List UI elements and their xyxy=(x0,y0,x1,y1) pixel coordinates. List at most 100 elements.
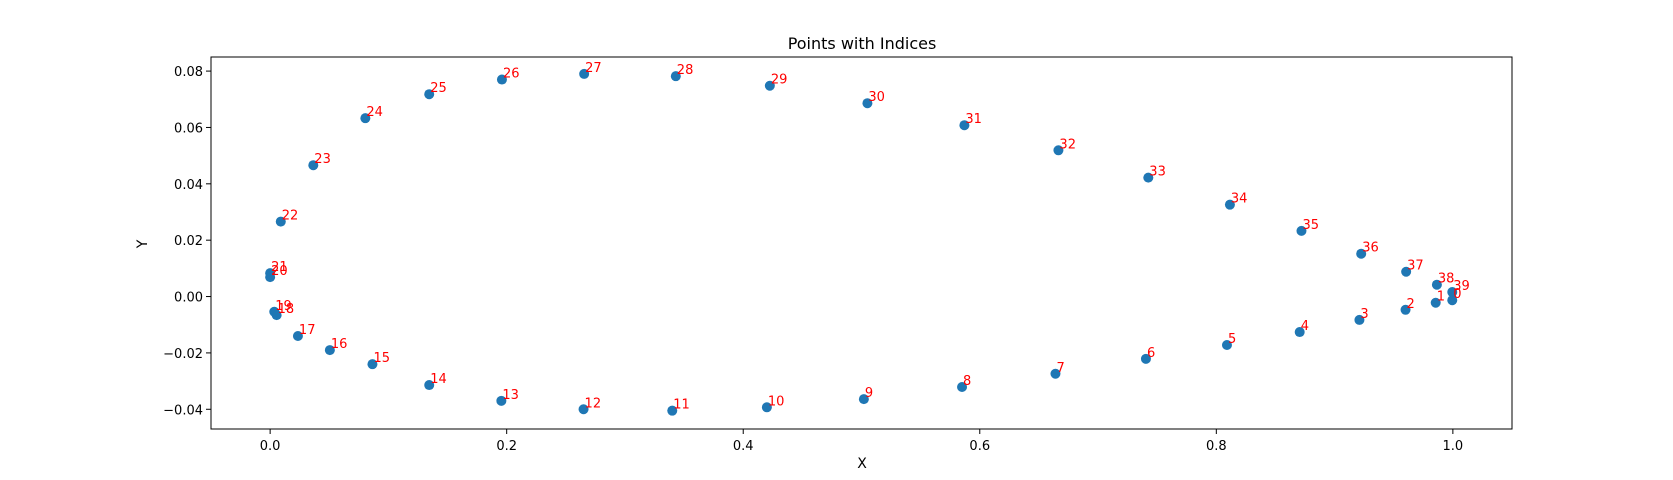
data-point xyxy=(667,405,678,416)
point-index-label: 27 xyxy=(585,61,602,76)
y-tick-label: 0.06 xyxy=(174,121,203,136)
data-point xyxy=(360,113,371,124)
point-index-label: 2 xyxy=(1407,297,1415,312)
x-tick-label: 0.8 xyxy=(1206,439,1227,454)
point-index-label: 37 xyxy=(1407,259,1424,274)
point-index-label: 6 xyxy=(1147,346,1155,361)
point-index-label: 39 xyxy=(1453,279,1470,294)
y-tick-label: −0.02 xyxy=(163,347,203,362)
point-index-label: 15 xyxy=(373,351,390,366)
point-index-label: 34 xyxy=(1231,192,1248,207)
data-point xyxy=(1294,327,1305,338)
data-point xyxy=(292,331,303,341)
point-index-label: 5 xyxy=(1228,332,1236,347)
data-point xyxy=(1430,297,1441,308)
point-index-label: 3 xyxy=(1360,307,1368,322)
data-point xyxy=(764,80,775,91)
point-index-label: 25 xyxy=(430,81,447,96)
point-index-label: 17 xyxy=(299,323,316,338)
x-axis-title: X xyxy=(857,456,867,472)
data-point xyxy=(324,345,335,356)
data-point xyxy=(275,216,286,227)
point-index-label: 33 xyxy=(1149,165,1166,180)
data-point xyxy=(424,89,435,100)
x-tick-label: 0.6 xyxy=(969,439,990,454)
y-tick-label: 0.04 xyxy=(174,178,203,193)
x-axis: 0.0 0.2 0.4 0.6 0.8 1.0 xyxy=(260,429,1463,454)
point-index-label: 4 xyxy=(1301,319,1309,334)
data-point xyxy=(1431,279,1442,290)
data-point xyxy=(959,120,970,131)
point-index-label: 21 xyxy=(271,260,288,275)
data-point xyxy=(761,402,772,413)
data-point xyxy=(1447,287,1458,298)
data-point xyxy=(1354,314,1365,325)
plot-frame xyxy=(210,56,1513,430)
data-point xyxy=(1356,248,1367,259)
point-index-label: 10 xyxy=(768,394,785,409)
data-point xyxy=(1050,368,1061,379)
plot-area xyxy=(210,56,1513,430)
points-layer xyxy=(265,68,1458,416)
point-index-label: 19 xyxy=(275,299,292,314)
point-index-label: 20 xyxy=(271,264,288,279)
point-labels-layer: 0123456789101112131415161718192021222324… xyxy=(271,61,1470,413)
point-index-label: 32 xyxy=(1059,137,1076,152)
y-tick-label: −0.04 xyxy=(163,403,203,418)
data-point xyxy=(1224,199,1235,210)
point-index-label: 0 xyxy=(1453,287,1461,302)
data-point xyxy=(862,98,873,109)
data-point xyxy=(1140,353,1151,364)
y-tick-label: 0.00 xyxy=(174,291,203,306)
data-point xyxy=(670,71,681,82)
point-index-label: 16 xyxy=(331,337,348,352)
point-index-label: 35 xyxy=(1302,218,1319,233)
data-point xyxy=(1053,145,1064,156)
y-tick-label: 0.08 xyxy=(174,65,203,80)
data-point xyxy=(1221,340,1232,351)
point-index-label: 14 xyxy=(430,372,447,387)
point-index-label: 12 xyxy=(585,396,602,411)
point-index-label: 9 xyxy=(865,386,873,401)
data-point xyxy=(265,268,276,279)
point-index-label: 22 xyxy=(282,209,299,224)
point-index-label: 31 xyxy=(965,112,982,127)
point-index-label: 30 xyxy=(868,90,885,105)
point-index-label: 1 xyxy=(1437,290,1445,305)
data-point xyxy=(308,160,319,171)
y-axis: −0.04 −0.02 0.00 0.02 0.04 0.06 0.08 xyxy=(163,65,211,418)
data-point xyxy=(496,395,507,406)
point-index-label: 13 xyxy=(502,388,519,403)
data-point xyxy=(496,74,507,85)
x-tick-label: 0.2 xyxy=(496,439,517,454)
point-index-label: 36 xyxy=(1362,241,1379,256)
point-index-label: 23 xyxy=(314,152,331,167)
point-index-label: 7 xyxy=(1056,361,1064,376)
x-tick-label: 1.0 xyxy=(1443,439,1464,454)
point-index-label: 29 xyxy=(771,73,788,88)
data-point xyxy=(1143,172,1154,183)
data-point xyxy=(269,306,280,317)
point-index-label: 8 xyxy=(963,374,971,389)
point-index-label: 38 xyxy=(1438,272,1455,287)
data-point xyxy=(1400,304,1411,315)
point-index-label: 26 xyxy=(503,67,520,82)
data-point xyxy=(1296,225,1307,236)
data-point xyxy=(1401,266,1412,277)
y-axis-title: Y xyxy=(135,239,151,249)
data-point xyxy=(579,68,590,79)
y-tick-label: 0.02 xyxy=(174,234,203,249)
data-point xyxy=(957,382,968,393)
point-index-label: 28 xyxy=(677,63,694,78)
data-point xyxy=(578,404,589,415)
chart-title: Points with Indices xyxy=(788,34,937,53)
point-index-label: 18 xyxy=(278,302,295,317)
data-point xyxy=(1447,295,1458,306)
data-point xyxy=(367,359,378,370)
data-point xyxy=(424,380,435,391)
point-index-label: 24 xyxy=(366,105,383,120)
x-tick-label: 0.0 xyxy=(260,439,281,454)
x-tick-label: 0.4 xyxy=(733,439,754,454)
point-index-label: 11 xyxy=(673,398,690,413)
